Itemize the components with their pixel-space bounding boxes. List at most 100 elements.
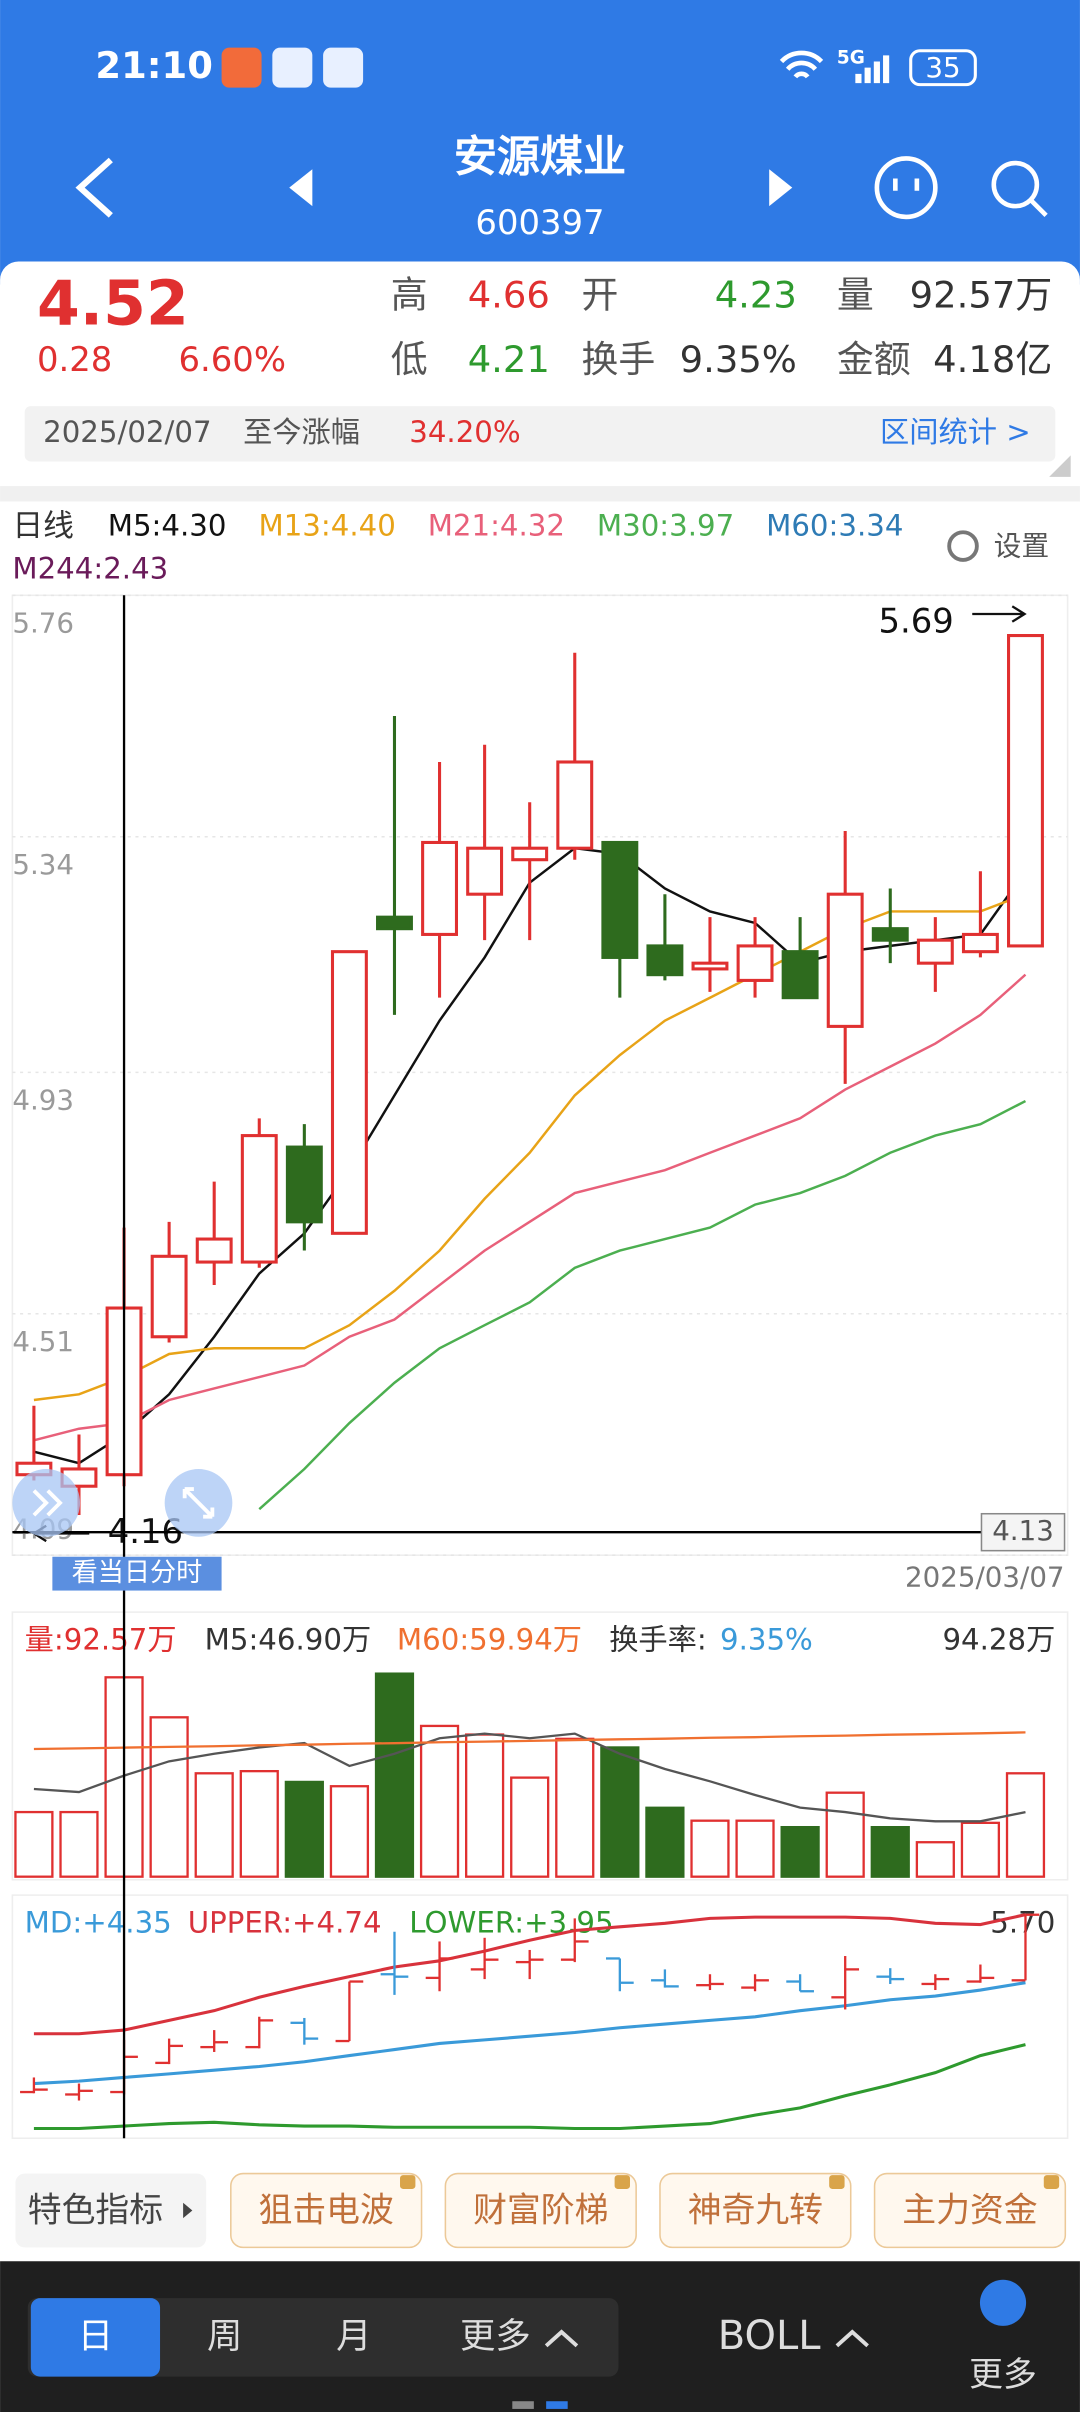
- x-end-date: 2025/03/07: [905, 1560, 1065, 1593]
- candle-body: [240, 1134, 278, 1264]
- legend-entry: 换手率:: [609, 1622, 707, 1656]
- collapse-button[interactable]: [12, 1469, 81, 1537]
- volume-bar: [1005, 1772, 1046, 1878]
- lock-icon: [614, 2175, 630, 2189]
- volume-bar: [14, 1810, 54, 1878]
- intraday-button-bg[interactable]: [52, 1556, 222, 1591]
- legend-entry: M13:4.40: [258, 509, 395, 543]
- open-value: 4.23: [715, 273, 797, 316]
- turnover-label: 换手: [582, 338, 656, 381]
- turnover-value: 9.35%: [680, 338, 797, 381]
- search-button[interactable]: [991, 160, 1048, 217]
- candle-body: [421, 840, 459, 936]
- indicator-chip-label[interactable]: 狙击电波: [259, 2191, 394, 2230]
- stock-name: 安源煤业: [454, 132, 626, 182]
- volume-bar: [149, 1716, 189, 1878]
- settings-label[interactable]: 设置: [994, 530, 1049, 563]
- indicator-chip-label[interactable]: 主力资金: [902, 2191, 1037, 2230]
- volume-bar: [329, 1785, 370, 1878]
- candle-body: [646, 944, 684, 977]
- candle-body: [511, 846, 549, 862]
- menu-caret: [183, 2202, 193, 2219]
- more-button[interactable]: 更多: [969, 2355, 1037, 2394]
- low-label: 低: [391, 338, 428, 381]
- lock-icon: [400, 2175, 416, 2189]
- boll-line: [33, 2043, 1026, 2131]
- lock-icon: [1043, 2175, 1060, 2189]
- network-type: 5G: [837, 47, 865, 68]
- high-label: 高: [391, 273, 428, 316]
- indicator-selector[interactable]: BOLL: [718, 2313, 821, 2359]
- page-dot: [546, 2401, 568, 2409]
- legend-entry: 量:92.57万: [25, 1622, 177, 1656]
- volume-bar: [690, 1819, 730, 1878]
- prev-stock[interactable]: [289, 169, 313, 207]
- battery-icon: [909, 49, 977, 87]
- period-tab[interactable]: 月: [336, 2316, 371, 2357]
- y-tick-label: 4.93: [12, 1084, 74, 1117]
- period-tab[interactable]: 日: [78, 2316, 113, 2357]
- candle-body: [330, 950, 368, 1235]
- more-icon[interactable]: [979, 2279, 1027, 2326]
- volume-bar: [59, 1810, 99, 1878]
- status-time: 21:10: [95, 44, 212, 87]
- divider: [0, 486, 1080, 502]
- amount-value: 4.18亿: [933, 338, 1052, 381]
- legend-entry: M30:3.97: [597, 509, 734, 543]
- indicator-chip[interactable]: [444, 2172, 637, 2249]
- range-gain: 34.20%: [409, 415, 520, 449]
- candle-body: [691, 961, 729, 971]
- header-bg: [0, 0, 1080, 285]
- indicator-chip-label[interactable]: 神奇九转: [688, 2191, 823, 2230]
- chip-row: 狙击电波 财富阶梯 神奇九转 主力资金: [230, 2172, 1067, 2249]
- volume-bar: [960, 1821, 1001, 1878]
- legend-entry: M60:3.34: [766, 509, 903, 543]
- boll-line: [33, 1913, 1026, 2036]
- volume-bar: [510, 1776, 550, 1878]
- expand-button[interactable]: [164, 1469, 233, 1537]
- cursor-price: 4.13: [992, 1514, 1054, 1547]
- next-stock[interactable]: [769, 169, 793, 207]
- boll-frame: [11, 1894, 1069, 2139]
- period-tab[interactable]: 更多: [460, 2316, 531, 2357]
- volume-max-label: 94.28万: [942, 1622, 1055, 1656]
- volume-bar: [239, 1769, 279, 1878]
- indicator-chip[interactable]: [230, 2172, 423, 2249]
- legend-entry: M5:4.30: [108, 509, 227, 543]
- volume-bar: [284, 1780, 324, 1878]
- caret-up: [544, 2329, 579, 2348]
- candle-body: [195, 1237, 233, 1264]
- y-tick-label: 5.34: [12, 848, 74, 881]
- indicator-chip-label[interactable]: 财富阶梯: [473, 2191, 608, 2230]
- volume-bar: [419, 1724, 460, 1878]
- change: 0.28: [37, 340, 112, 379]
- volume-bar: [374, 1672, 415, 1878]
- max-label: 5.69: [878, 602, 953, 641]
- volume-value: 92.57万: [910, 273, 1053, 316]
- volume-ma-line: [33, 1731, 1026, 1751]
- volume-bar: [555, 1737, 595, 1878]
- legend-entry: UPPER:+4.74: [188, 1905, 382, 1939]
- candle-body: [285, 1145, 323, 1224]
- back-button[interactable]: [75, 157, 113, 218]
- volume-bar: [870, 1825, 910, 1878]
- indicator-menu[interactable]: 特色指标: [28, 2191, 163, 2230]
- indicator-menu-bg[interactable]: [15, 2173, 207, 2248]
- intraday-button[interactable]: 看当日分时: [72, 1558, 203, 1588]
- period-label: 日线: [12, 508, 74, 544]
- period-tab[interactable]: 周: [207, 2316, 242, 2357]
- legend-entry: M60:59.94万: [397, 1622, 582, 1656]
- indicator-chip[interactable]: [659, 2172, 852, 2249]
- candle-body: [376, 915, 413, 931]
- boll-line: [33, 1981, 1026, 2086]
- service-button[interactable]: [874, 156, 938, 220]
- indicator-chip[interactable]: [873, 2172, 1067, 2249]
- price: 4.52: [37, 268, 189, 340]
- range-stats-link[interactable]: 区间统计 >: [880, 415, 1031, 449]
- settings-button[interactable]: 设置: [947, 530, 1049, 563]
- legend-entry: M21:4.32: [428, 509, 565, 543]
- volume-bar: [194, 1772, 234, 1878]
